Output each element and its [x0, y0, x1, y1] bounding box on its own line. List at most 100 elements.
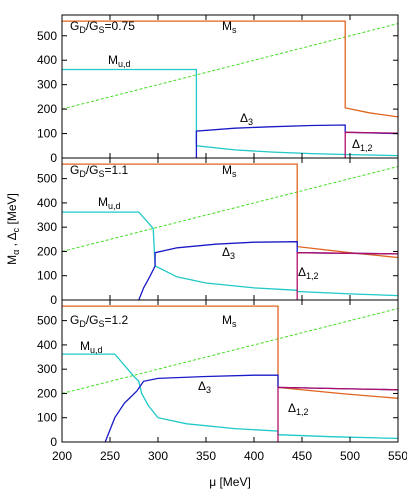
annotation: Δ1,2	[352, 137, 373, 153]
y-tick-label: 400	[37, 196, 57, 210]
annotation-part: 1,2	[306, 271, 319, 281]
annotation-part: 3	[248, 117, 253, 127]
annotation-part: s	[232, 319, 237, 329]
annotation-part: s	[232, 25, 237, 35]
annotation-part: M	[108, 53, 118, 67]
annotation-part: 1,2	[296, 407, 309, 417]
annotation: Δ3	[240, 111, 253, 127]
x-tick-label: 350	[196, 449, 216, 463]
y-tick-label: 400	[37, 338, 57, 352]
y-tick-label: 500	[37, 314, 57, 328]
series-line	[62, 20, 399, 118]
y-tick-label: 100	[37, 127, 57, 141]
x-tick-label: 450	[292, 449, 312, 463]
annotation: Ms	[222, 19, 237, 35]
annotation-part: Δ	[298, 265, 306, 279]
annotation-part: Δ	[222, 245, 230, 259]
y-tick-label: 200	[37, 386, 57, 400]
series-line	[62, 211, 399, 297]
y-tick-label: 0	[50, 435, 57, 449]
y-tick-label: 200	[37, 102, 57, 116]
series-line	[104, 374, 399, 443]
annotation-part: D	[79, 319, 86, 329]
x-tick-label: 250	[100, 449, 120, 463]
annotation-part: u,d	[108, 201, 121, 211]
annotation-part: 1,2	[360, 143, 373, 153]
series-line	[277, 386, 399, 442]
y-axis-label: Mα , Δc [MeV]	[5, 193, 21, 265]
annotation-part: M	[222, 163, 232, 177]
y-tick-label: 500	[37, 29, 57, 43]
annotation: Ms	[222, 313, 237, 329]
annotation-part: u,d	[90, 345, 103, 355]
annotation: Δ1,2	[288, 401, 309, 417]
annotation: GD/GS=1.2	[70, 313, 129, 329]
y-axis-label-part: M	[5, 255, 19, 265]
annotation-part: Δ	[240, 111, 248, 125]
annotation-part: G	[70, 163, 79, 177]
annotation-part: /G	[86, 19, 99, 33]
annotation-part: /G	[86, 313, 99, 327]
annotation-part: s	[232, 169, 237, 179]
annotation-part: D	[79, 169, 86, 179]
series-line	[61, 166, 399, 252]
y-tick-label: 300	[37, 78, 57, 92]
y-tick-label: 400	[37, 53, 57, 67]
plot-frame	[61, 14, 399, 159]
annotation: Δ3	[222, 245, 235, 261]
annotation-part: M	[98, 195, 108, 209]
x-tick-label: 550	[388, 449, 407, 463]
y-axis-label-part: α	[11, 250, 21, 255]
annotation: Mu,d	[98, 195, 121, 211]
annotation-part: Δ	[352, 137, 360, 151]
y-tick-label: 300	[37, 220, 57, 234]
annotation-part: Δ	[288, 401, 296, 415]
y-axis-label-part: , Δ	[5, 232, 19, 249]
series-line	[296, 252, 399, 300]
annotation-part: 3	[230, 251, 235, 261]
series-line	[61, 308, 399, 394]
annotation: GD/GS=0.75	[70, 19, 135, 35]
annotation: Mu,d	[108, 53, 131, 69]
annotation-part: G	[70, 19, 79, 33]
x-tick-label: 400	[244, 449, 264, 463]
annotation-part: Δ	[198, 379, 206, 393]
annotation: Ms	[222, 163, 237, 179]
x-axis-label: μ [MeV]	[209, 475, 251, 489]
y-tick-label: 100	[37, 411, 57, 425]
series-line	[61, 23, 399, 110]
y-tick-label: 100	[37, 269, 57, 283]
series-line	[62, 353, 399, 440]
annotation-part: u,d	[118, 59, 131, 69]
annotation-part: S	[99, 25, 105, 35]
annotation-part: =1.2	[105, 313, 129, 327]
annotation-part: M	[80, 339, 90, 353]
annotation-part: M	[222, 19, 232, 33]
x-tick-label: 200	[52, 449, 72, 463]
y-axis-label-part: [MeV]	[5, 193, 19, 228]
series-line	[138, 241, 399, 301]
annotation-part: =0.75	[105, 19, 136, 33]
plot-frame	[61, 157, 399, 301]
y-tick-label: 0	[50, 151, 57, 165]
series-line	[344, 131, 399, 158]
annotation: Δ3	[198, 379, 211, 395]
y-tick-label: 0	[50, 293, 57, 307]
x-tick-label: 300	[148, 449, 168, 463]
annotation-part: M	[222, 313, 232, 327]
annotation: GD/GS=1.1	[70, 163, 129, 179]
annotation-part: /G	[86, 163, 99, 177]
plot-frame	[61, 299, 399, 443]
annotation-part: =1.1	[105, 163, 129, 177]
y-tick-label: 500	[37, 172, 57, 186]
annotation-part: D	[79, 25, 86, 35]
y-axis-label-part: c	[11, 227, 21, 232]
annotation-part: S	[99, 319, 105, 329]
x-tick-label: 500	[340, 449, 360, 463]
annotation-part: 3	[206, 385, 211, 395]
series-line	[62, 68, 399, 157]
series-line	[195, 124, 399, 158]
annotation: Δ1,2	[298, 265, 319, 281]
y-tick-label: 200	[37, 244, 57, 258]
